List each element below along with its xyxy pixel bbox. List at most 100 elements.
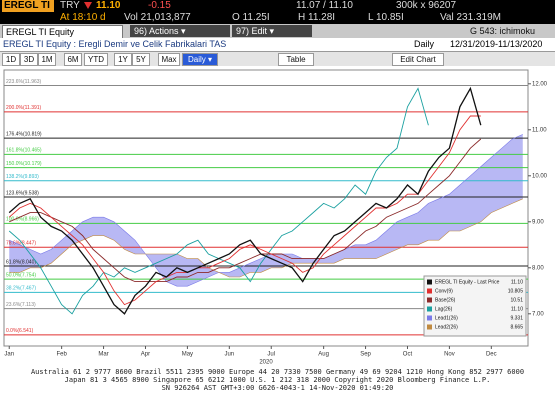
level-label: 161.8%(10.465) [6, 148, 42, 154]
level-label: 100.0%(8.966) [6, 217, 39, 223]
legend-value: 11.10 [511, 279, 523, 285]
volume: Vol 21,013,877 [124, 12, 191, 23]
y-tick-label: 10.00 [532, 173, 548, 179]
legend-value: 11.10 [511, 306, 523, 312]
ticker: EREGL TI [2, 0, 54, 12]
open: O 11.25I [232, 12, 270, 23]
down-arrow [84, 2, 92, 9]
toolbar-button[interactable]: Max [158, 53, 180, 66]
toolbar: EREGL TI Equity 96) Actions ▾ 97) Edit ▾… [0, 24, 555, 39]
x-tick-label: Jan [4, 352, 14, 358]
x-tick-label: Dec [486, 352, 497, 358]
series-line [9, 138, 482, 283]
legend-swatch [427, 288, 432, 294]
y-tick-label: 11.00 [532, 127, 547, 133]
x-tick-label: Sep [360, 352, 371, 358]
value: Val 231.319M [440, 12, 501, 23]
x-tick-label: May [182, 352, 193, 358]
level-label: 223.6%(11.963) [6, 79, 42, 85]
x-tick-label: Jun [224, 352, 234, 358]
edit-menu[interactable]: 97) Edit ▾ [232, 25, 312, 37]
x-tick-label: Nov [444, 352, 455, 358]
toolbar-button[interactable]: Daily ▾ [182, 53, 218, 66]
toolbar-button[interactable]: 6M [64, 53, 82, 66]
stats-bar: At 18:10 d Vol 21,013,877 O 11.25I H 11.… [0, 12, 555, 24]
x-tick-label: Feb [56, 352, 67, 358]
actions-menu[interactable]: 96) Actions ▾ [130, 25, 230, 37]
x-tick-label: Aug [318, 352, 329, 358]
toolbar-button[interactable]: Table [278, 53, 314, 66]
level-label: 123.6%(9.538) [6, 190, 39, 196]
level-label: 176.4%(10.819) [6, 131, 42, 137]
level-label: 78.6%(8.447) [6, 241, 36, 247]
toolbar-button[interactable]: 5Y [132, 53, 150, 66]
function-code: G 543: ichimoku [470, 26, 536, 36]
toolbar-button[interactable]: 1D [2, 53, 20, 66]
level-label: 138.2%(9.893) [6, 174, 39, 180]
level-label: 50.0%(7.754) [6, 272, 36, 278]
legend-swatch [427, 324, 432, 330]
legend-swatch [427, 315, 432, 321]
level-label: 200.0%(11.391) [6, 105, 42, 111]
series-line [8, 86, 482, 315]
legend-box [423, 275, 527, 337]
legend-swatch [427, 297, 432, 303]
time: At 18:10 d [60, 12, 106, 23]
legend-label: Base(26) [435, 297, 456, 303]
y-tick-label: 7.00 [532, 311, 544, 317]
toolbar-button[interactable]: Edit Chart [392, 53, 444, 66]
currency: TRY [60, 0, 80, 11]
y-tick-label: 8.00 [532, 265, 544, 271]
series-line [9, 198, 523, 278]
toolbar-button[interactable]: YTD [84, 53, 108, 66]
legend-value: 8.665 [510, 324, 523, 330]
y-tick-label: 12.00 [532, 81, 548, 87]
footer-line: Australia 61 2 9777 8600 Brazil 5511 239… [30, 368, 525, 376]
toolbar-button[interactable]: 1M [38, 53, 56, 66]
level-label: 150.0%(10.179) [6, 161, 42, 167]
level-label: 23.6%(7.113) [6, 302, 36, 308]
description: EREGL TI Equity : Eregli Demir ve Celik … [3, 39, 227, 49]
x-tick-label: Mar [98, 352, 108, 358]
low: L 10.85I [368, 12, 404, 23]
button-bar: 1D 3D 1M 6M YTD 1Y 5Y Max Daily ▾ Table Edit Chart [0, 52, 555, 66]
period: Daily [414, 39, 435, 49]
level-label: 61.8%(8.040) [6, 259, 36, 265]
last-price: 11.10 [96, 0, 121, 11]
ichimoku-cloud [9, 134, 523, 287]
high: H 11.28I [298, 12, 336, 23]
legend-label: EREGL TI Equity - Last Price [435, 279, 500, 285]
series-line [8, 115, 481, 306]
legend-label: Lead1(26) [435, 315, 458, 321]
quote-bar: EREGL TI TRY 11.10 -0.15 11.07 / 11.10 3… [0, 0, 555, 12]
x-tick-label: Oct [403, 352, 413, 358]
legend: EREGL TI Equity - Last Price 11.10 Conv(9)… [423, 275, 527, 337]
legend-swatch [427, 279, 432, 285]
footer: Australia 61 2 9777 8600 Brazil 5511 239… [0, 368, 555, 400]
legend-label: Conv(9) [435, 288, 453, 294]
level-label: 0.0%(6.541) [6, 328, 34, 334]
level-label: 38.2%(7.467) [6, 286, 36, 292]
x-tick-label: Jul [267, 352, 275, 358]
x-axis-label: 2020 [259, 360, 273, 366]
subheader: EREGL TI Equity : Eregli Demir ve Celik … [0, 38, 555, 52]
legend-value: 10.51 [510, 297, 523, 303]
y-tick-label: 9.00 [532, 219, 544, 225]
size: 300k x 96207 [396, 0, 457, 11]
change: -0.15 [148, 0, 171, 11]
toolbar-button[interactable]: 3D [20, 53, 38, 66]
x-tick-label: Apr [141, 352, 150, 358]
toolbar-button[interactable]: 1Y [114, 53, 132, 66]
legend-label: Lead2(26) [435, 324, 458, 330]
bid-ask: 11.07 / 11.10 [296, 0, 353, 11]
legend-swatch [427, 306, 432, 312]
legend-label: Lag(26) [435, 306, 453, 312]
date-range: 12/31/2019-11/13/2020 [450, 39, 543, 49]
security-input[interactable]: EREGL TI Equity [2, 25, 123, 39]
footer-line: SN 926264 AST GMT+3:00 G626-4043-1 14-No… [161, 384, 394, 392]
legend-value: 10.805 [508, 288, 524, 294]
footer-line: Japan 81 3 4565 8900 Singapore 65 6212 1… [64, 376, 491, 384]
legend-value: 9.331 [510, 315, 523, 321]
chart: 223.6%(11.963) 200.0%(11.391) 176.4%(10.81… [3, 69, 548, 366]
